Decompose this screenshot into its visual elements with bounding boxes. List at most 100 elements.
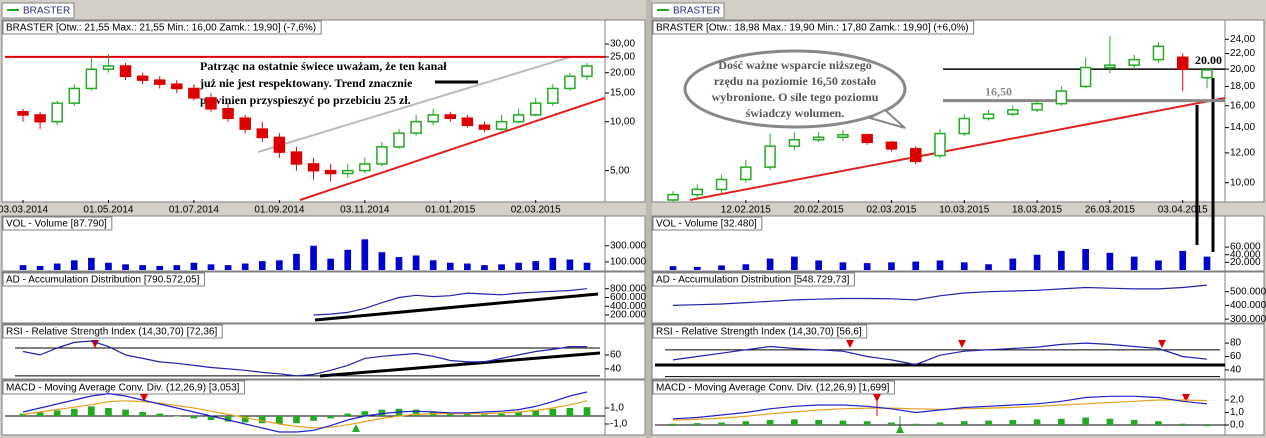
histogram-bar	[1106, 418, 1114, 425]
y-tick-label: 24,00	[1230, 34, 1255, 45]
histogram-bar	[549, 408, 557, 416]
x-tick-label: 01.01.2015	[425, 205, 475, 216]
histogram-bar	[53, 410, 61, 416]
candle-body	[667, 193, 679, 201]
volume-bar	[258, 261, 266, 270]
histogram-bar	[105, 408, 112, 416]
histogram-bar	[693, 423, 701, 425]
volume-bar	[960, 262, 968, 270]
line	[22, 340, 587, 377]
line	[22, 391, 588, 433]
y-tick-label: 60.000	[1230, 242, 1261, 253]
volume-bar	[1082, 249, 1089, 270]
signal-marker	[1182, 394, 1190, 402]
x-tick-label: 12.02.2015	[721, 205, 771, 216]
candle-body	[581, 65, 593, 78]
panel-header: AD - Accumulation Distribution [548.729,…	[656, 275, 850, 286]
y-tick-label: 500.000	[1230, 286, 1266, 297]
candle-body	[171, 83, 183, 90]
y-tick-label: 20,00	[610, 67, 635, 78]
volume-bar	[1106, 252, 1114, 270]
histogram-bar	[888, 422, 895, 425]
panel-header-box	[652, 380, 895, 395]
volume-bar	[888, 262, 895, 270]
candle-body	[427, 114, 439, 123]
histogram-bar	[669, 423, 677, 425]
y-tick-label: 0,0	[1230, 420, 1244, 431]
candle-body	[691, 188, 704, 196]
annotation: Patrząc na ostatnie świece uważam, że te…	[200, 59, 447, 73]
panel-header: MACD - Moving Average Conv. Div. (12,26,…	[6, 383, 240, 394]
candle-body	[1079, 66, 1092, 88]
line	[313, 288, 588, 316]
candle-body	[17, 111, 29, 116]
volume-bar	[293, 253, 300, 270]
candle-body	[136, 75, 149, 81]
volume-bar	[464, 263, 471, 270]
volume-bar	[863, 263, 871, 270]
panel	[1, 19, 646, 203]
x-tick-label: 01.05.2014	[83, 205, 133, 216]
candle-body	[740, 166, 752, 181]
candle-body	[715, 178, 728, 191]
trend-line	[257, 56, 571, 153]
y-tick-label: 40	[610, 364, 622, 375]
histogram-bar	[361, 411, 369, 416]
histogram-bar	[1130, 420, 1138, 425]
annotation: Dość ważne wsparcie niższego	[718, 58, 871, 72]
candle-body	[34, 114, 46, 123]
signal-marker	[352, 424, 360, 432]
volume-bar	[241, 263, 249, 270]
candle-body	[1152, 45, 1165, 61]
volume-bar	[912, 261, 920, 270]
y-tick-label: 400.000	[1230, 300, 1266, 311]
histogram-bar	[190, 416, 198, 419]
line	[672, 395, 1208, 420]
volume-bar	[224, 265, 232, 270]
histogram-bar	[88, 406, 95, 416]
histogram-bar	[566, 408, 574, 416]
volume-bar	[361, 239, 369, 270]
volume-bar	[156, 265, 164, 270]
histogram-bar	[1155, 421, 1162, 425]
candle-body	[119, 65, 132, 78]
candle-body	[495, 120, 508, 130]
candle-body	[812, 136, 825, 141]
histogram-bar	[515, 412, 522, 416]
volume-bar	[122, 264, 129, 270]
histogram-bar	[863, 421, 871, 425]
panel-header-box	[2, 216, 113, 231]
volume-bar	[718, 265, 725, 270]
volume-bar	[88, 257, 95, 270]
signal-marker	[958, 340, 966, 348]
callout	[683, 49, 907, 129]
pane-divider	[646, 0, 652, 438]
volume-bar	[481, 265, 488, 270]
volume-bar	[566, 259, 574, 270]
candle-body	[982, 113, 995, 120]
histogram-bar	[960, 421, 968, 425]
volume-bar	[1130, 256, 1138, 270]
panel	[651, 323, 1265, 380]
x-tick-label: 03.04.2015	[1158, 205, 1208, 216]
candle-body	[324, 169, 337, 175]
y-tick-label: 1,0	[610, 403, 624, 414]
volume-bar	[207, 264, 215, 270]
volume-bar	[815, 260, 822, 270]
callout-tail	[867, 108, 906, 129]
y-tick-label: 20,00	[1230, 64, 1255, 75]
panel-header-box	[652, 272, 855, 287]
volume-bar	[378, 252, 386, 270]
volume-bar	[1203, 256, 1211, 270]
histogram-bar	[583, 407, 591, 416]
candle-body	[529, 102, 542, 116]
histogram-bar	[344, 413, 352, 416]
histogram-bar	[70, 408, 78, 416]
histogram-bar	[985, 420, 992, 425]
histogram-bar	[481, 414, 488, 416]
signal-marker	[140, 394, 148, 402]
panel-header-box	[652, 20, 975, 35]
x-tick-label: 01.09.2014	[254, 205, 304, 216]
histogram-bar	[310, 416, 317, 421]
